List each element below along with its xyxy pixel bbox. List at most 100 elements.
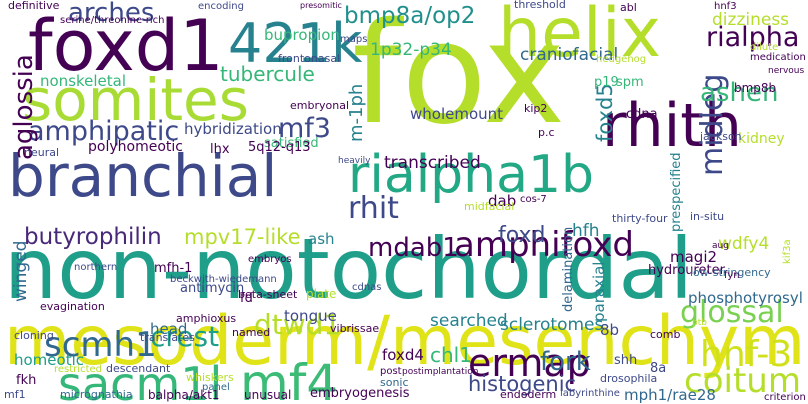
word: fkh <box>16 373 36 388</box>
word: beta-sheet <box>238 288 298 301</box>
word: nervous <box>768 66 804 76</box>
word: midfacial <box>464 200 514 213</box>
word: encoding <box>198 1 244 12</box>
word: panel <box>202 382 230 393</box>
word: presomitic <box>300 1 342 10</box>
word: head <box>150 320 187 338</box>
word: delamination <box>561 227 576 312</box>
word: butyrophilin <box>24 224 162 250</box>
word: arches <box>68 0 154 28</box>
word: evagination <box>40 300 105 313</box>
word: restricted <box>54 364 102 375</box>
word: plate <box>306 287 336 301</box>
word: mfh-1 <box>154 261 192 276</box>
word: ptb <box>692 318 707 328</box>
word: kif3a <box>782 239 793 264</box>
word: dab <box>488 192 516 210</box>
word: tubercule <box>220 62 315 86</box>
word: glossal <box>680 295 784 330</box>
word: helix <box>498 0 661 73</box>
word: cdnas <box>352 282 382 293</box>
word: tongue <box>284 307 337 325</box>
word: sacm1l <box>58 357 222 404</box>
word: criterion <box>764 392 806 403</box>
word: threshold <box>514 0 566 11</box>
word: nonskeletal <box>40 72 126 90</box>
word: embryogenesis <box>310 386 410 401</box>
word: cos-7 <box>520 194 547 205</box>
word: rhith <box>602 91 742 161</box>
word: prespecified <box>669 152 684 232</box>
word: hedgehog <box>596 54 646 65</box>
word: ermap <box>468 341 591 385</box>
word: bupropion <box>264 26 340 44</box>
word: rialpha1b <box>348 145 594 205</box>
word: dilute <box>750 42 778 53</box>
word: p19 <box>594 75 619 90</box>
word: vibrissae <box>330 322 379 335</box>
word: dizziness <box>712 10 789 30</box>
word: rialpha <box>706 22 799 53</box>
word: cdna <box>626 107 658 122</box>
word: shh <box>614 353 637 368</box>
word: named <box>232 326 270 339</box>
word: amphioxus <box>176 312 236 325</box>
word: crest <box>150 320 219 353</box>
word: embryos <box>248 254 292 265</box>
word: mdab1 <box>368 233 459 263</box>
word: northern <box>74 262 117 273</box>
word: 5q12-q13 <box>248 140 311 155</box>
word: hydroureter <box>648 263 726 278</box>
word: fox <box>352 0 566 156</box>
word: rhit <box>348 191 399 226</box>
word: sclerotomes <box>500 315 603 335</box>
word: maps <box>340 34 367 45</box>
word: hnf3 <box>714 1 737 12</box>
word: amphifoxd <box>454 225 634 265</box>
word: sonic <box>380 376 409 389</box>
word: bmp8b <box>734 81 776 95</box>
word: comb <box>650 328 680 341</box>
word: foxd1 <box>28 5 224 87</box>
word: craniofacial <box>520 45 618 65</box>
word: in-situ <box>690 210 724 223</box>
word: whiskers <box>186 371 234 384</box>
word: scmh1 <box>44 325 157 365</box>
word: balpha/akt1 <box>148 388 220 402</box>
word: histogenic <box>468 372 576 396</box>
word: polyhomeotic <box>88 139 183 155</box>
word: amphipatic <box>28 116 179 147</box>
word: cloning <box>14 329 54 342</box>
word: labyrinthine <box>560 388 620 399</box>
word: ash <box>308 230 335 248</box>
word: descendant <box>106 362 171 375</box>
word: kidney <box>738 131 785 147</box>
word: non-notochordal <box>4 220 693 318</box>
word: serine/threonine-rich <box>60 15 164 26</box>
word: kip2 <box>524 102 547 115</box>
word: spm <box>616 75 644 90</box>
word: aug <box>712 241 729 251</box>
word: hybridization <box>184 120 282 138</box>
word: somites <box>22 66 249 134</box>
word: mf4 <box>240 354 338 404</box>
word: mph1/rae28 <box>624 386 716 404</box>
word: drosophila <box>600 372 657 385</box>
word: midleg <box>695 74 730 176</box>
word: jackson <box>699 130 742 143</box>
word: magi2 <box>670 248 717 266</box>
word: postimplantation <box>402 367 478 377</box>
word: mesoderm/mesenchyme <box>4 302 808 381</box>
word: bmp8a/op2 <box>344 3 475 29</box>
word: antimycin <box>180 281 244 296</box>
word: satisfied <box>264 136 319 151</box>
word: thirty-four <box>612 212 668 225</box>
word: beckwith-wiedemann <box>170 274 277 285</box>
word: embryonal <box>290 99 349 112</box>
word: wholemount <box>410 105 503 123</box>
word: aglossia <box>9 54 39 160</box>
word: p.c <box>538 126 555 139</box>
word: translates <box>140 331 195 344</box>
